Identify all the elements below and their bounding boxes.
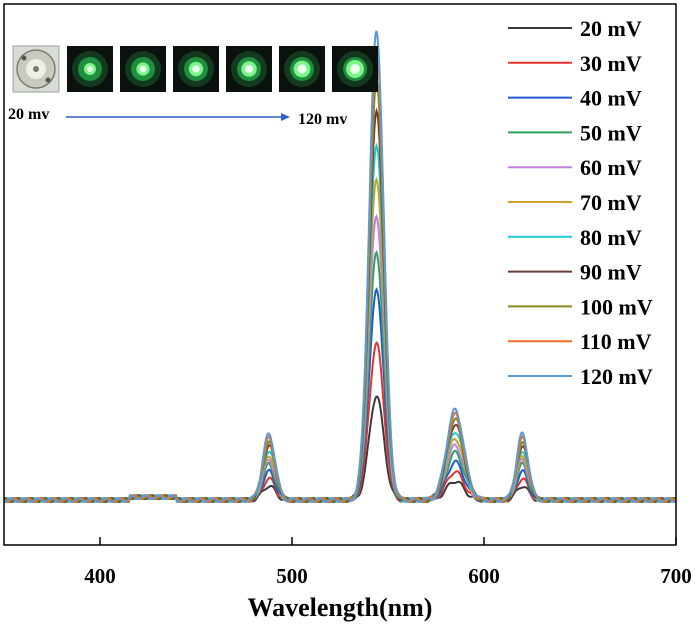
inset-photo-glow-2 (120, 46, 166, 92)
series-line-20mv (3, 395, 677, 503)
inset-photo-glow-4 (226, 46, 272, 92)
legend-label-120mv: 120 mV (580, 364, 653, 389)
inset-end-label: 120 mv (298, 111, 347, 128)
x-tick-label-700: 700 (660, 564, 692, 588)
plot-frame (3, 3, 677, 546)
x-axis-title: Wavelength(nm) (248, 593, 433, 622)
inset-photo-glow-3 (173, 46, 219, 92)
series-line-60mv (3, 213, 677, 503)
legend-label-50mv: 50 mV (580, 120, 642, 145)
inset-start-label: 20 mv (8, 106, 49, 123)
legend-label-80mv: 80 mV (580, 225, 642, 250)
inset-photo-glow-1 (67, 46, 113, 92)
inset-arrow-head (281, 113, 290, 121)
series-line-40mv (3, 287, 677, 503)
series-line-80mv (3, 142, 677, 503)
series-lines (3, 30, 677, 504)
inset-photo-glow-6 (332, 46, 378, 92)
series-line-50mv (3, 250, 677, 503)
x-tick-label-500: 500 (276, 564, 308, 588)
x-axis-ticks: 400 500 600 700 (84, 537, 692, 588)
legend-label-40mv: 40 mV (580, 86, 642, 111)
legend-label-60mv: 60 mV (580, 155, 642, 180)
inset-photo-off (12, 45, 60, 93)
x-tick-label-600: 600 (468, 564, 500, 588)
legend-label-90mv: 90 mV (580, 260, 642, 285)
inset-photo-strip: 20 mv 120 mv (8, 45, 378, 128)
series-line-70mv (3, 176, 677, 504)
x-tick-label-400: 400 (84, 564, 116, 588)
legend-label-70mv: 70 mV (580, 190, 642, 215)
legend-label-30mv: 30 mV (580, 51, 642, 76)
series-line-100mv (3, 80, 677, 504)
series-line-30mv (3, 341, 677, 503)
legend-label-110mv: 110 mV (580, 329, 652, 354)
series-line-90mv (3, 107, 677, 503)
inset-photo-glow-5 (279, 46, 325, 92)
legend-label-20mv: 20 mV (580, 16, 642, 41)
legend-label-100mv: 100 mV (580, 294, 653, 319)
series-line-120mv (3, 30, 677, 503)
legend: 20 mV 30 mV 40 mV 50 mV 60 mV 70 mV 80 mV 90 mV… (508, 16, 653, 389)
